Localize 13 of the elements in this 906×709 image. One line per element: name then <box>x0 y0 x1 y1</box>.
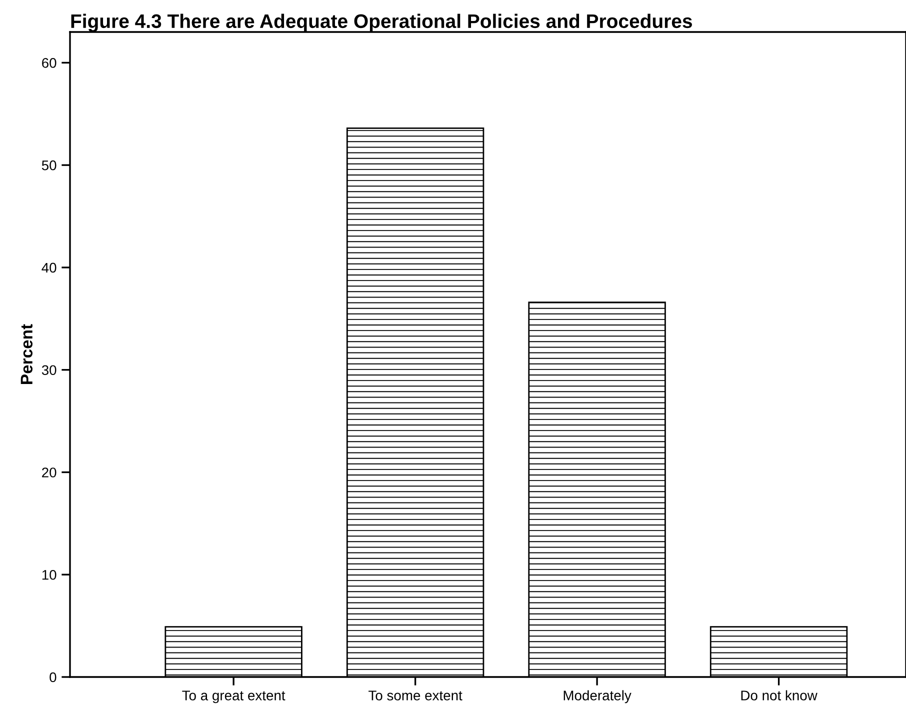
y-tick-label: 40 <box>42 262 56 273</box>
x-tick-label: Do not know <box>741 690 818 700</box>
x-tick-label: To a great extent <box>182 690 286 704</box>
y-tick-label: 30 <box>42 365 56 376</box>
y-axis-title: Percent <box>20 324 33 384</box>
y-tick-label: 10 <box>42 570 56 580</box>
y-tick-label: 0 <box>50 672 56 682</box>
y-tick-label: 20 <box>42 468 56 478</box>
chart-title: Figure 4.3 There are Adequate Operational Policies and Procedures <box>71 14 692 32</box>
x-tick-label: Moderately <box>564 690 632 704</box>
x-tick-label: To some extent <box>368 690 462 700</box>
y-tick-label: 50 <box>42 160 56 170</box>
y-tick-label: 60 <box>42 58 56 68</box>
